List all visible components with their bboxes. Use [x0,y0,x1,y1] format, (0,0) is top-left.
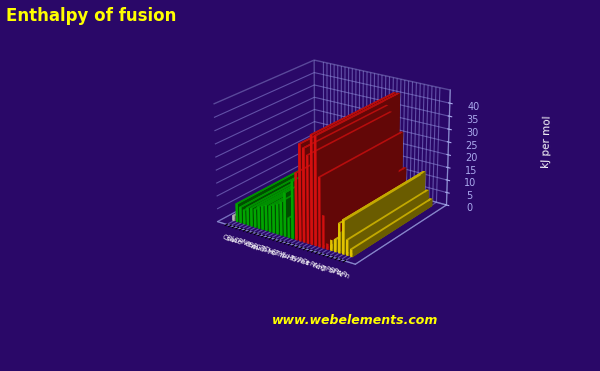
Text: www.webelements.com: www.webelements.com [272,314,439,328]
Text: Enthalpy of fusion: Enthalpy of fusion [6,7,176,26]
